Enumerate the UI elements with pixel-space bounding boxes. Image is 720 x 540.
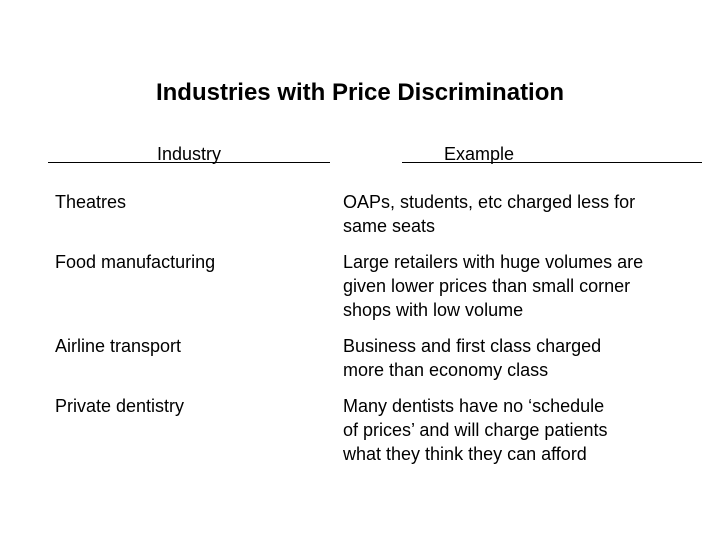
table-row-example: Business and first class charged more th… — [343, 334, 713, 382]
column-header-industry: Industry — [156, 144, 222, 164]
example-line: Large retailers with huge volumes are — [343, 252, 644, 272]
table-row-industry: Food manufacturing — [55, 252, 216, 272]
example-line: Business and first class charged — [343, 336, 602, 356]
example-line: same seats — [343, 216, 436, 236]
example-line: Many dentists have no ‘schedule — [343, 396, 605, 416]
example-line: shops with low volume — [343, 300, 524, 320]
example-line: of prices’ and will charge patients — [343, 420, 608, 440]
column-header-example: Example — [443, 144, 515, 164]
table-row-example: Many dentists have no ‘schedule of price… — [343, 394, 713, 466]
header-rule-left — [48, 162, 330, 163]
table-row-industry: Airline transport — [55, 336, 182, 356]
example-line: OAPs, students, etc charged less for — [343, 192, 636, 212]
table-row-industry: Private dentistry — [55, 396, 185, 416]
table-row-industry: Theatres — [55, 192, 127, 212]
table-row-example: Large retailers with huge volumes are gi… — [343, 250, 713, 322]
example-line: more than economy class — [343, 360, 549, 380]
example-line: what they think they can afford — [343, 444, 587, 464]
header-rule-right — [402, 162, 702, 163]
table-row-example: OAPs, students, etc charged less for sam… — [343, 190, 713, 238]
example-line: given lower prices than small corner — [343, 276, 631, 296]
slide-title: Industries with Price Discrimination — [155, 79, 565, 106]
